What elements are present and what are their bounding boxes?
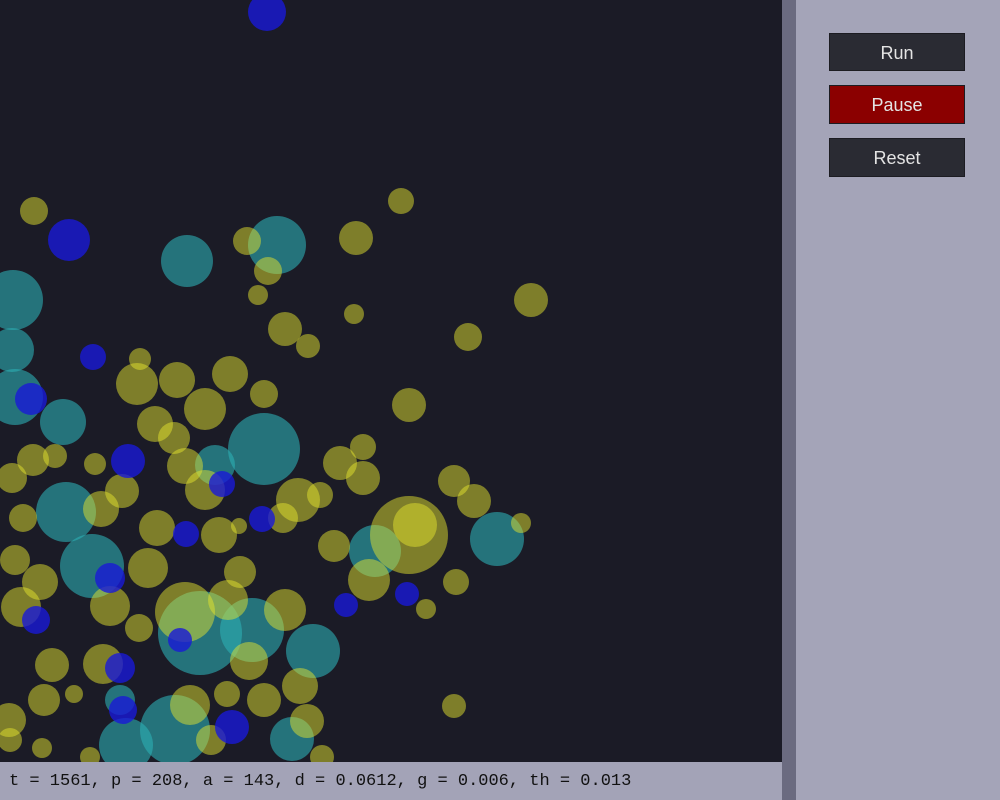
particle bbox=[350, 434, 376, 460]
particle bbox=[184, 388, 226, 430]
particle bbox=[158, 422, 190, 454]
particle bbox=[215, 710, 249, 744]
particle bbox=[173, 521, 199, 547]
particle bbox=[470, 512, 524, 566]
particle bbox=[264, 589, 306, 631]
particle bbox=[65, 685, 83, 703]
particle bbox=[247, 683, 281, 717]
particle bbox=[43, 444, 67, 468]
particle bbox=[99, 718, 153, 762]
particle bbox=[15, 383, 47, 415]
particle bbox=[250, 380, 278, 408]
particle bbox=[393, 503, 437, 547]
particle bbox=[388, 188, 414, 214]
particle bbox=[233, 227, 261, 255]
particle bbox=[201, 517, 237, 553]
simulation-canvas bbox=[0, 0, 782, 762]
particle bbox=[22, 606, 50, 634]
particle bbox=[125, 614, 153, 642]
particle bbox=[318, 530, 350, 562]
particle bbox=[105, 653, 135, 683]
particle bbox=[454, 323, 482, 351]
particle bbox=[442, 694, 466, 718]
particle bbox=[128, 548, 168, 588]
particle bbox=[28, 684, 60, 716]
particles bbox=[0, 0, 548, 762]
reset-button[interactable]: Reset bbox=[829, 138, 965, 177]
particle bbox=[17, 444, 49, 476]
particle bbox=[0, 728, 22, 752]
particle bbox=[111, 444, 145, 478]
particle bbox=[208, 580, 248, 620]
particle bbox=[392, 388, 426, 422]
particle bbox=[90, 586, 130, 626]
particle bbox=[80, 344, 106, 370]
particle bbox=[443, 569, 469, 595]
particle bbox=[339, 221, 373, 255]
particle bbox=[249, 506, 275, 532]
particle bbox=[511, 513, 531, 533]
particle bbox=[0, 545, 30, 575]
particle bbox=[0, 328, 34, 372]
run-button[interactable]: Run bbox=[829, 33, 965, 71]
particle bbox=[40, 399, 86, 445]
particle bbox=[457, 484, 491, 518]
particle bbox=[32, 738, 52, 758]
particle bbox=[248, 0, 286, 31]
particle bbox=[36, 482, 96, 542]
particle bbox=[9, 504, 37, 532]
particle bbox=[0, 463, 27, 493]
particle bbox=[254, 257, 282, 285]
particle bbox=[286, 624, 340, 678]
particle bbox=[155, 582, 215, 642]
particle bbox=[35, 648, 69, 682]
divider bbox=[782, 0, 796, 800]
particle bbox=[224, 556, 256, 588]
particle bbox=[0, 703, 26, 737]
particle bbox=[268, 312, 302, 346]
particle bbox=[290, 704, 324, 738]
particle bbox=[310, 745, 334, 762]
particle bbox=[105, 474, 139, 508]
particle bbox=[395, 582, 419, 606]
particle bbox=[170, 685, 210, 725]
particle bbox=[116, 363, 158, 405]
particle bbox=[282, 668, 318, 704]
particle bbox=[212, 356, 248, 392]
particle bbox=[48, 219, 90, 261]
particle bbox=[231, 518, 247, 534]
particle bbox=[514, 283, 548, 317]
particle bbox=[168, 628, 192, 652]
particle bbox=[20, 197, 48, 225]
particle bbox=[248, 285, 268, 305]
particle bbox=[416, 599, 436, 619]
particle bbox=[228, 413, 300, 485]
particle bbox=[334, 593, 358, 617]
particle bbox=[0, 270, 43, 330]
particle bbox=[161, 235, 213, 287]
particle bbox=[344, 304, 364, 324]
particle bbox=[296, 334, 320, 358]
particle bbox=[95, 563, 125, 593]
particle bbox=[139, 510, 175, 546]
particle bbox=[209, 471, 235, 497]
particle bbox=[307, 482, 333, 508]
particle bbox=[159, 362, 195, 398]
particle bbox=[109, 696, 137, 724]
particle bbox=[214, 681, 240, 707]
particle bbox=[348, 559, 390, 601]
particle bbox=[346, 461, 380, 495]
particle bbox=[268, 503, 298, 533]
status-bar: t = 1561, p = 208, a = 143, d = 0.0612, … bbox=[0, 762, 782, 800]
particle bbox=[84, 453, 106, 475]
particle bbox=[80, 747, 100, 762]
particle bbox=[230, 642, 268, 680]
pause-button[interactable]: Pause bbox=[829, 85, 965, 124]
control-panel: Run Pause Reset bbox=[796, 0, 1000, 800]
